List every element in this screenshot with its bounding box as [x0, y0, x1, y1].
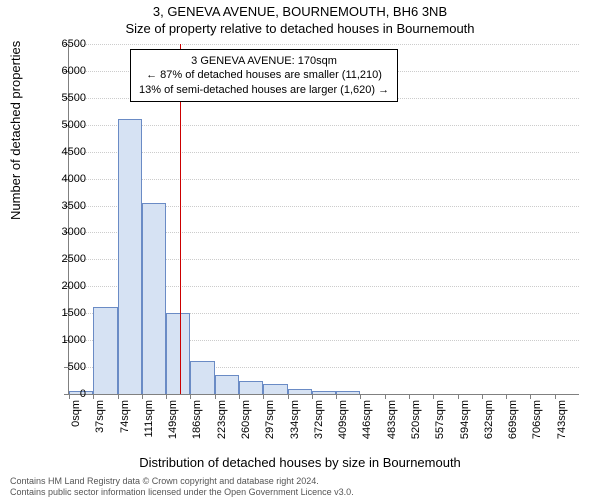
xtick-mark	[336, 394, 337, 399]
xtick-label: 186sqm	[191, 400, 203, 444]
xtick-mark	[215, 394, 216, 399]
xtick-mark	[530, 394, 531, 399]
ytick-label: 2000	[46, 280, 86, 292]
xtick-mark	[482, 394, 483, 399]
xtick-mark	[506, 394, 507, 399]
xtick-mark	[312, 394, 313, 399]
xtick-label: 520sqm	[410, 400, 422, 444]
xtick-label: 594sqm	[459, 400, 471, 444]
xtick-label: 260sqm	[240, 400, 252, 444]
footer-line1: Contains HM Land Registry data © Crown c…	[10, 476, 354, 487]
xtick-label: 483sqm	[386, 400, 398, 444]
xtick-label: 372sqm	[313, 400, 325, 444]
chart-title-address: 3, GENEVA AVENUE, BOURNEMOUTH, BH6 3NB	[0, 0, 600, 19]
ytick-label: 4500	[46, 146, 86, 158]
histogram-bar	[190, 361, 214, 394]
xtick-mark	[142, 394, 143, 399]
xtick-mark	[433, 394, 434, 399]
xtick-label: 74sqm	[119, 400, 131, 444]
histogram-bar	[288, 389, 312, 394]
xtick-label: 297sqm	[264, 400, 276, 444]
histogram-bar	[118, 119, 142, 394]
xtick-mark	[239, 394, 240, 399]
xtick-mark	[385, 394, 386, 399]
xtick-label: 37sqm	[94, 400, 106, 444]
chart-title-desc: Size of property relative to detached ho…	[0, 19, 600, 36]
ytick-label: 3500	[46, 200, 86, 212]
ytick-label: 5000	[46, 119, 86, 131]
x-axis-label: Distribution of detached houses by size …	[0, 455, 600, 470]
xtick-mark	[458, 394, 459, 399]
histogram-bar	[142, 203, 166, 394]
xtick-mark	[288, 394, 289, 399]
histogram-bar	[336, 391, 360, 394]
footer-line2: Contains public sector information licen…	[10, 487, 354, 498]
ytick-label: 1000	[46, 334, 86, 346]
y-axis-label: Number of detached properties	[8, 41, 23, 220]
histogram-bar	[166, 313, 190, 394]
xtick-mark	[263, 394, 264, 399]
annotation-line2: ← 87% of detached houses are smaller (11…	[139, 68, 389, 82]
ytick-label: 2500	[46, 253, 86, 265]
xtick-label: 706sqm	[531, 400, 543, 444]
xtick-label: 446sqm	[361, 400, 373, 444]
histogram-bar	[239, 381, 263, 394]
xtick-mark	[93, 394, 94, 399]
ytick-label: 5500	[46, 92, 86, 104]
histogram-bar	[93, 307, 117, 394]
xtick-label: 632sqm	[483, 400, 495, 444]
xtick-label: 149sqm	[167, 400, 179, 444]
xtick-mark	[360, 394, 361, 399]
ytick-label: 0	[46, 388, 86, 400]
annotation-box: 3 GENEVA AVENUE: 170sqm← 87% of detached…	[130, 49, 398, 102]
xtick-label: 409sqm	[337, 400, 349, 444]
xtick-label: 0sqm	[70, 400, 82, 444]
histogram-bar	[215, 375, 239, 394]
xtick-mark	[409, 394, 410, 399]
xtick-mark	[190, 394, 191, 399]
xtick-mark	[166, 394, 167, 399]
histogram-bar	[312, 391, 336, 394]
xtick-label: 669sqm	[507, 400, 519, 444]
xtick-mark	[118, 394, 119, 399]
footer-attribution: Contains HM Land Registry data © Crown c…	[10, 476, 354, 498]
ytick-label: 500	[46, 361, 86, 373]
ytick-label: 6000	[46, 65, 86, 77]
chart-container: 3, GENEVA AVENUE, BOURNEMOUTH, BH6 3NB S…	[0, 0, 600, 500]
annotation-line1: 3 GENEVA AVENUE: 170sqm	[139, 54, 389, 68]
gridline	[69, 125, 579, 126]
ytick-label: 6500	[46, 38, 86, 50]
xtick-label: 223sqm	[216, 400, 228, 444]
gridline	[69, 179, 579, 180]
xtick-label: 743sqm	[556, 400, 568, 444]
xtick-label: 111sqm	[143, 400, 155, 444]
ytick-label: 4000	[46, 173, 86, 185]
ytick-label: 3000	[46, 226, 86, 238]
xtick-mark	[555, 394, 556, 399]
xtick-label: 334sqm	[289, 400, 301, 444]
gridline	[69, 44, 579, 45]
xtick-label: 557sqm	[434, 400, 446, 444]
histogram-bar	[263, 384, 287, 394]
gridline	[69, 152, 579, 153]
ytick-label: 1500	[46, 307, 86, 319]
annotation-line3: 13% of semi-detached houses are larger (…	[139, 83, 389, 97]
